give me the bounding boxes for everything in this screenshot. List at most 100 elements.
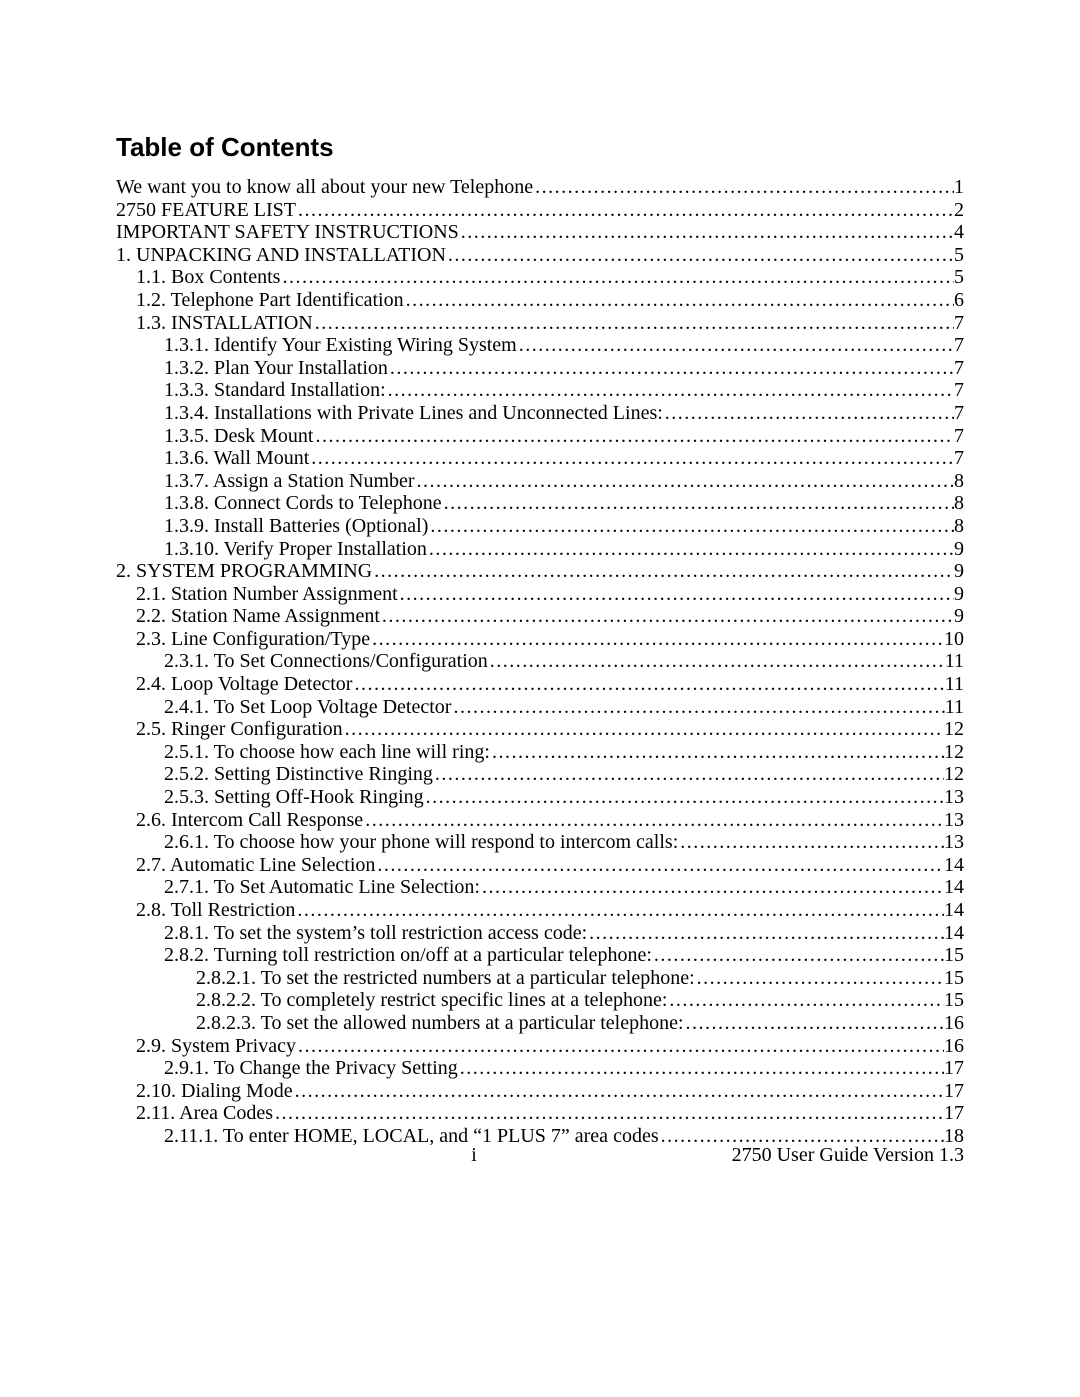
- toc-leader-dots: [695, 968, 944, 990]
- toc-list: We want you to know all about your new T…: [116, 177, 964, 1148]
- toc-entry: 2. SYSTEM PROGRAMMING 9: [116, 561, 964, 583]
- toc-leader-dots: [293, 1081, 944, 1103]
- toc-entry-page: 8: [954, 493, 964, 515]
- toc-entry: 2.8.2.3. To set the allowed numbers at a…: [116, 1013, 964, 1035]
- toc-entry-label: 1.3.4. Installations with Private Lines …: [164, 403, 663, 425]
- toc-entry-label: 1.3. INSTALLATION: [136, 313, 313, 335]
- toc-entry: 2.10. Dialing Mode17: [116, 1081, 964, 1103]
- toc-leader-dots: [533, 177, 954, 199]
- toc-entry-label: 1.3.8. Connect Cords to Telephone: [164, 493, 442, 515]
- toc-entry-page: 7: [954, 358, 964, 380]
- toc-leader-dots: [488, 651, 945, 673]
- toc-entry-label: 2.2. Station Name Assignment: [136, 606, 380, 628]
- toc-entry-label: 1.3.9. Install Batteries (Optional): [164, 516, 428, 538]
- toc-entry-label: 2.5.3. Setting Off-Hook Ringing: [164, 787, 424, 809]
- toc-entry: 2.5. Ringer Configuration12: [116, 719, 964, 741]
- toc-leader-dots: [678, 832, 944, 854]
- toc-entry-label: 2.1. Station Number Assignment: [136, 584, 398, 606]
- toc-entry-page: 16: [944, 1013, 964, 1035]
- toc-entry-page: 7: [954, 426, 964, 448]
- toc-entry-page: 17: [944, 1058, 964, 1080]
- toc-entry-label: 2.5.1. To choose how each line will ring…: [164, 742, 490, 764]
- toc-leader-dots: [388, 358, 954, 380]
- toc-leader-dots: [363, 810, 944, 832]
- toc-leader-dots: [442, 493, 954, 515]
- toc-entry-page: 12: [944, 764, 964, 786]
- toc-leader-dots: [404, 290, 954, 312]
- toc-entry-page: 14: [944, 877, 964, 899]
- toc-entry: 2.6.1. To choose how your phone will res…: [116, 832, 964, 854]
- toc-entry: 2750 FEATURE LIST2: [116, 200, 964, 222]
- toc-entry-label: 2.6. Intercom Call Response: [136, 810, 363, 832]
- toc-entry-label: 1.3.2. Plan Your Installation: [164, 358, 388, 380]
- toc-leader-dots: [433, 764, 944, 786]
- toc-entry-page: 9: [954, 584, 964, 606]
- toc-leader-dots: [372, 561, 954, 583]
- toc-entry-label: 1.3.5. Desk Mount: [164, 426, 313, 448]
- toc-entry-page: 6: [954, 290, 964, 312]
- toc-entry: 1.3. INSTALLATION 7: [116, 313, 964, 335]
- toc-entry: 2.1. Station Number Assignment 9: [116, 584, 964, 606]
- toc-leader-dots: [343, 719, 944, 741]
- toc-entry-page: 4: [954, 222, 964, 244]
- toc-leader-dots: [295, 900, 944, 922]
- toc-entry-page: 7: [954, 403, 964, 425]
- toc-entry-page: 15: [944, 990, 964, 1012]
- toc-entry: 1.3.3. Standard Installation:7: [116, 380, 964, 402]
- toc-entry-label: We want you to know all about your new T…: [116, 177, 533, 199]
- toc-entry: 1.2. Telephone Part Identification6: [116, 290, 964, 312]
- toc-entry-page: 14: [944, 923, 964, 945]
- toc-leader-dots: [458, 1058, 944, 1080]
- toc-entry-page: 7: [954, 313, 964, 335]
- toc-entry: 2.2. Station Name Assignment9: [116, 606, 964, 628]
- toc-leader-dots: [352, 674, 944, 696]
- toc-entry-page: 5: [954, 267, 964, 289]
- toc-entry-page: 9: [954, 539, 964, 561]
- toc-entry-label: 1.3.1. Identify Your Existing Wiring Sys…: [164, 335, 517, 357]
- toc-entry-label: 2.5.2. Setting Distinctive Ringing: [164, 764, 433, 786]
- toc-leader-dots: [296, 200, 954, 222]
- toc-entry: 2.8.2. Turning toll restriction on/off a…: [116, 945, 964, 967]
- toc-entry-label: 2.4.1. To Set Loop Voltage Detector: [164, 697, 451, 719]
- toc-entry: 1.1. Box Contents 5: [116, 267, 964, 289]
- toc-entry: 1.3.6. Wall Mount7: [116, 448, 964, 470]
- toc-entry-page: 5: [954, 245, 964, 267]
- toc-leader-dots: [480, 877, 944, 899]
- toc-entry-label: 2.8.2.3. To set the allowed numbers at a…: [196, 1013, 684, 1035]
- toc-entry: 2.7.1. To Set Automatic Line Selection: 1…: [116, 877, 964, 899]
- toc-entry-page: 12: [944, 742, 964, 764]
- toc-entry: 1.3.7. Assign a Station Number8: [116, 471, 964, 493]
- toc-entry-label: 1.3.3. Standard Installation:: [164, 380, 386, 402]
- toc-leader-dots: [313, 313, 954, 335]
- toc-leader-dots: [667, 990, 944, 1012]
- toc-entry-label: 2.9. System Privacy: [136, 1036, 296, 1058]
- toc-entry: IMPORTANT SAFETY INSTRUCTIONS4: [116, 222, 964, 244]
- toc-entry-label: 2.5. Ringer Configuration: [136, 719, 343, 741]
- toc-entry: 2.5.2. Setting Distinctive Ringing 12: [116, 764, 964, 786]
- toc-entry-page: 1: [954, 177, 964, 199]
- toc-entry-page: 7: [954, 335, 964, 357]
- toc-entry-page: 15: [944, 968, 964, 990]
- toc-entry: 2.6. Intercom Call Response13: [116, 810, 964, 832]
- toc-leader-dots: [490, 742, 944, 764]
- toc-entry: 1.3.9. Install Batteries (Optional) 8: [116, 516, 964, 538]
- toc-entry: 2.8. Toll Restriction14: [116, 900, 964, 922]
- toc-entry-label: 1.1. Box Contents: [136, 267, 280, 289]
- toc-entry-label: 2. SYSTEM PROGRAMMING: [116, 561, 372, 583]
- toc-leader-dots: [446, 245, 954, 267]
- toc-entry-page: 8: [954, 516, 964, 538]
- doc-version: 2750 User Guide Version 1.3: [524, 1144, 1080, 1167]
- toc-leader-dots: [380, 606, 954, 628]
- toc-entry: 2.5.1. To choose how each line will ring…: [116, 742, 964, 764]
- toc-leader-dots: [517, 335, 954, 357]
- toc-entry-label: 2.8.2.1. To set the restricted numbers a…: [196, 968, 695, 990]
- toc-entry-page: 14: [944, 855, 964, 877]
- toc-entry-label: 2.7.1. To Set Automatic Line Selection:: [164, 877, 480, 899]
- toc-leader-dots: [280, 267, 954, 289]
- toc-entry-page: 11: [945, 697, 964, 719]
- toc-entry: 1.3.5. Desk Mount 7: [116, 426, 964, 448]
- toc-leader-dots: [451, 697, 944, 719]
- toc-entry-label: 1.3.10. Verify Proper Installation: [164, 539, 427, 561]
- toc-entry-page: 9: [954, 561, 964, 583]
- toc-entry-label: 1.3.6. Wall Mount: [164, 448, 309, 470]
